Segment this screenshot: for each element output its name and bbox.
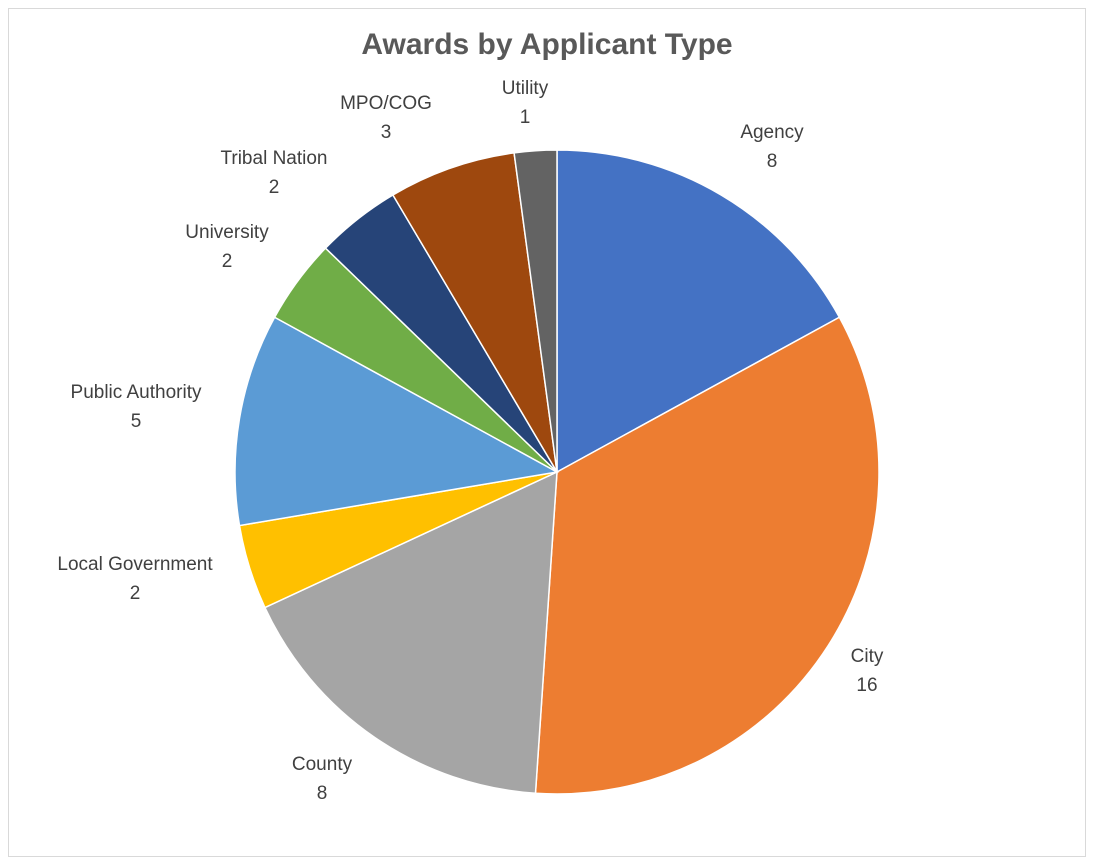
slice-value-label: 16 bbox=[856, 675, 877, 696]
slice-label: MPO/COG bbox=[340, 93, 432, 114]
slice-value-label: 8 bbox=[767, 151, 778, 172]
chart-title: Awards by Applicant Type bbox=[361, 28, 733, 61]
slice-value-label: 1 bbox=[520, 107, 531, 128]
pie-slice-agency bbox=[556, 149, 841, 474]
pie-slice-mpo-cog bbox=[391, 152, 558, 473]
pie-slice-city bbox=[534, 316, 880, 795]
slice-label: Local Government bbox=[57, 554, 213, 575]
slice-value-label: 3 bbox=[381, 122, 392, 143]
pie-slice-utility bbox=[513, 149, 558, 473]
slice-value-label: 2 bbox=[130, 583, 141, 604]
slice-label: City bbox=[851, 646, 884, 667]
slice-value-label: 5 bbox=[131, 411, 142, 432]
slice-label: County bbox=[292, 754, 353, 775]
slice-label: Public Authority bbox=[71, 382, 202, 403]
slice-value-label: 8 bbox=[317, 783, 328, 804]
pie-slice-public-authority bbox=[234, 316, 560, 527]
pie-slice-county bbox=[263, 470, 558, 795]
slice-label: Tribal Nation bbox=[220, 148, 327, 169]
slice-label: University bbox=[185, 222, 269, 243]
slice-value-label: 2 bbox=[269, 177, 280, 198]
slice-value-label: 2 bbox=[222, 251, 233, 272]
slice-label: Agency bbox=[740, 122, 804, 143]
slice-label: Utility bbox=[502, 78, 549, 99]
